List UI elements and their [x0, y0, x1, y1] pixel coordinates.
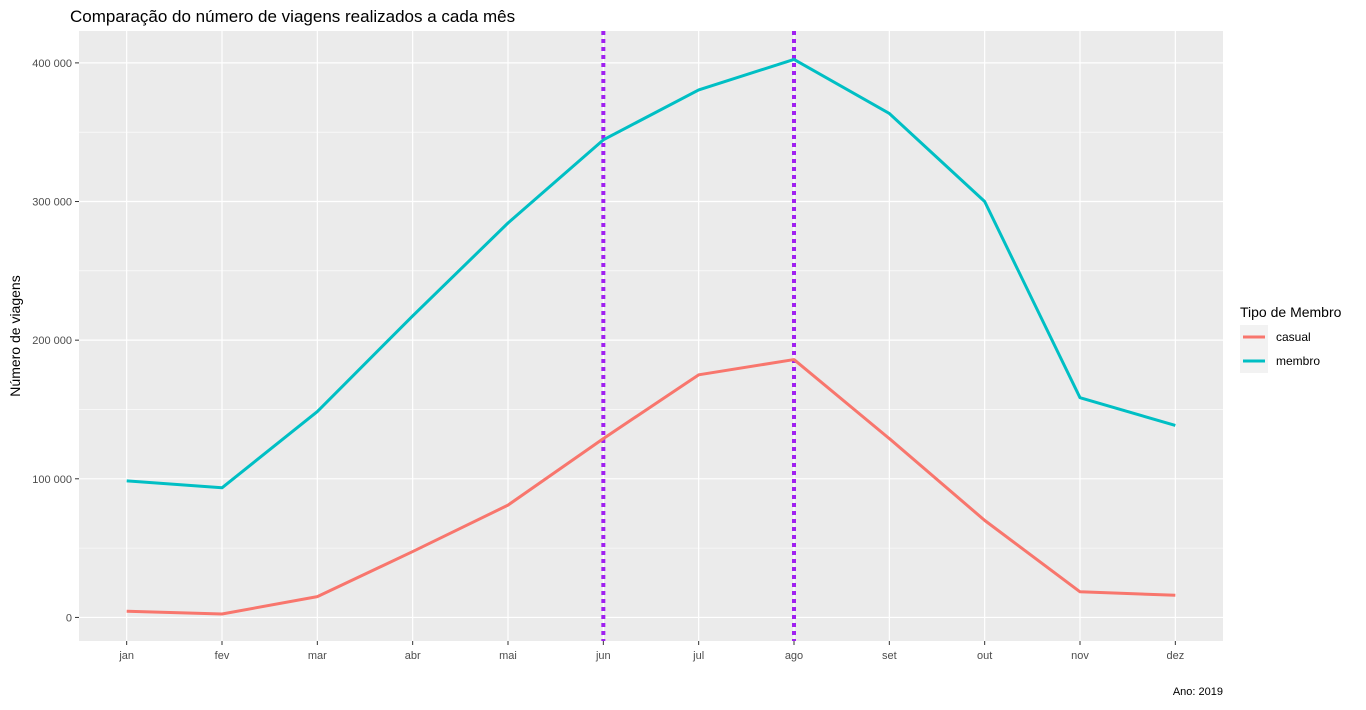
series-lines: [126, 57, 1176, 616]
x-tick-label: nov: [1071, 650, 1089, 662]
legend-label-membro: membro: [1276, 354, 1320, 368]
chart-caption: Ano: 2019: [1173, 686, 1223, 698]
y-axis: 0 100 000 200 000 300 000 400 000: [32, 58, 79, 624]
y-tick-label: 400 000: [32, 58, 72, 70]
legend-title: Tipo de Membro: [1240, 304, 1342, 320]
plot-panel: [79, 31, 1223, 641]
x-axis: jan fev mar abr mai jun jul ago set out nov dez: [118, 641, 1184, 662]
series-line-casual: [126, 358, 1176, 616]
x-tick-label: ago: [785, 650, 803, 662]
y-tick-label: 200 000: [32, 335, 72, 347]
y-axis-title: Número de viagens: [7, 275, 23, 396]
y-tick-label: 100 000: [32, 474, 72, 486]
legend: Tipo de Membro casual membro: [1240, 304, 1342, 373]
y-tick-label: 0: [66, 612, 72, 624]
x-tick-label: set: [882, 650, 897, 662]
x-tick-label: jul: [692, 650, 704, 662]
minor-grid: [79, 131, 1223, 549]
reference-lines: [601, 31, 796, 641]
x-tick-label: dez: [1166, 650, 1184, 662]
x-tick-label: mai: [499, 650, 517, 662]
x-tick-label: mar: [308, 650, 327, 662]
chart-title: Comparação do número de viagens realizad…: [70, 7, 515, 26]
x-tick-label: abr: [405, 650, 421, 662]
series-line-membro: [126, 57, 1176, 490]
y-tick-label: 300 000: [32, 197, 72, 209]
x-tick-label: jun: [595, 650, 611, 662]
x-tick-label: jan: [118, 650, 134, 662]
legend-label-casual: casual: [1276, 330, 1311, 344]
x-tick-label: out: [977, 650, 992, 662]
x-tick-label: fev: [215, 650, 230, 662]
